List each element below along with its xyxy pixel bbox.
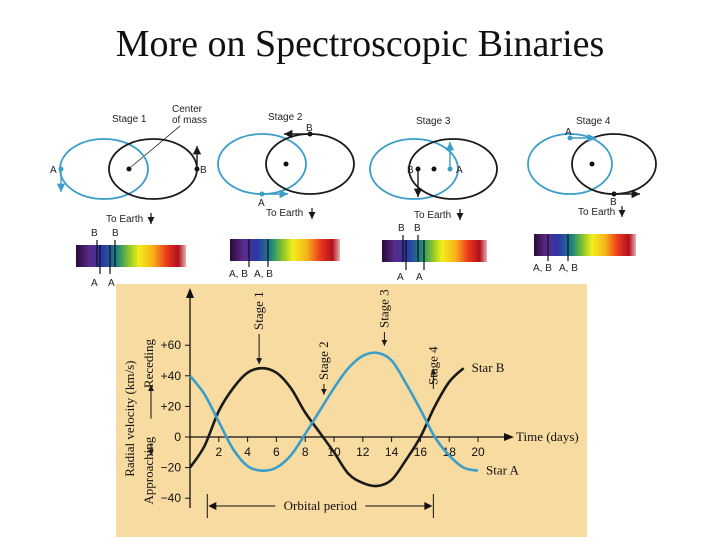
center-of-mass-dot-2 bbox=[283, 161, 289, 167]
spectrum-bottom-label-4a: A, B bbox=[533, 263, 552, 274]
center-of-mass-pointer bbox=[130, 125, 181, 168]
stage-1-panel: Stage 1 Center of mass A B To Earth B B … bbox=[50, 104, 207, 289]
stage-annotation-3: Stage 3 bbox=[376, 289, 391, 328]
star-a-label-1: A bbox=[50, 165, 57, 176]
x-tick-label: 6 bbox=[273, 445, 280, 459]
x-tick-label: 18 bbox=[443, 445, 457, 459]
center-of-mass-dot-1 bbox=[126, 166, 132, 172]
star-b-label: Star B bbox=[472, 360, 505, 375]
spectrum-bottom-label-1a: A bbox=[91, 278, 98, 289]
spectrum-2 bbox=[230, 239, 340, 261]
x-tick-label: 20 bbox=[471, 445, 485, 459]
center-of-mass-dot-4 bbox=[589, 161, 595, 167]
star-a-label-3: A bbox=[456, 165, 463, 176]
star-b-label-4: B bbox=[610, 197, 617, 208]
stage-annotation-2: Stage 2 bbox=[316, 341, 331, 380]
stage-1-label: Stage 1 bbox=[112, 114, 147, 125]
star-a-label-4: A bbox=[565, 127, 572, 138]
spectrum-bottom-label-3a: A bbox=[397, 272, 404, 283]
spectrum-top-label-3a: B bbox=[398, 223, 405, 234]
center-of-mass-dot-3 bbox=[431, 166, 437, 172]
y-tick-label: +60 bbox=[161, 338, 182, 352]
star-a-curve bbox=[188, 351, 479, 473]
spectrum-bottom-label-4b: A, B bbox=[559, 263, 578, 274]
orbital-period-label: Orbital period bbox=[284, 498, 358, 513]
y-axis-approaching-label: Approaching bbox=[141, 436, 156, 504]
y-tick-label: +20 bbox=[161, 399, 182, 413]
stage-4-label: Stage 4 bbox=[576, 116, 611, 127]
x-tick-label: 2 bbox=[215, 445, 222, 459]
star-b-orbit-1 bbox=[108, 138, 198, 200]
star-b-orbit-3 bbox=[408, 138, 498, 200]
spectrum-top-label-1b: B bbox=[112, 228, 119, 239]
to-earth-label-2: To Earth bbox=[266, 208, 303, 219]
star-b-orbit-2 bbox=[265, 133, 355, 195]
spectrum-bottom-label-1b: A bbox=[108, 278, 115, 289]
spectrum-bottom-label-2a: A, B bbox=[229, 269, 248, 280]
stage-4-panel: Stage 4 A B To Earth A, B A, B bbox=[527, 116, 657, 274]
y-tick-label: +40 bbox=[161, 369, 182, 383]
star-a-orbit-4 bbox=[527, 133, 613, 195]
to-earth-label-1: To Earth bbox=[106, 214, 143, 225]
spectrum-top-label-3b: B bbox=[414, 223, 421, 234]
star-a-orbit-1 bbox=[59, 138, 149, 200]
spectrum-1 bbox=[76, 245, 186, 267]
x-tick-label: 16 bbox=[414, 445, 428, 459]
x-axis-arrowhead bbox=[504, 433, 514, 441]
center-of-mass-label: Center of mass bbox=[172, 104, 207, 126]
y-axis-label: Radial velocity (km/s) bbox=[122, 361, 137, 477]
star-a-label-2: A bbox=[258, 198, 265, 209]
star-a-orbit-2 bbox=[217, 133, 307, 195]
x-tick-label: 12 bbox=[356, 445, 370, 459]
x-tick-label: 14 bbox=[385, 445, 399, 459]
stage-3-panel: Stage 3 A B To Earth B B A A bbox=[369, 116, 498, 283]
star-b-label-2: B bbox=[306, 123, 313, 134]
center-of-mass-line-1: Center bbox=[172, 104, 203, 115]
spectrum-4 bbox=[534, 234, 636, 256]
stage-3-label: Stage 3 bbox=[416, 116, 451, 127]
spectrum-top-label-1a: B bbox=[91, 228, 98, 239]
y-axis-arrowhead bbox=[186, 288, 194, 298]
x-tick-label: 4 bbox=[244, 445, 251, 459]
spectrum-3 bbox=[382, 240, 487, 262]
stage-2-panel: Stage 2 B A To Earth A, B A, B bbox=[217, 112, 355, 280]
star-a-orbit-3 bbox=[369, 138, 459, 200]
period-arrowhead-right bbox=[424, 502, 433, 510]
to-earth-label-3: To Earth bbox=[414, 210, 451, 221]
star-b-label-1: B bbox=[200, 165, 207, 176]
chart-background bbox=[116, 284, 587, 537]
star-b-curve bbox=[188, 366, 465, 488]
star-b-orbit-4 bbox=[571, 133, 657, 195]
period-arrowhead-left bbox=[208, 502, 217, 510]
stage-annotation-4: Stage 4 bbox=[425, 346, 440, 385]
star-a-label: Star A bbox=[486, 463, 519, 478]
slide-title: More on Spectroscopic Binaries bbox=[115, 23, 605, 65]
y-axis-receding-label: Receding bbox=[141, 339, 156, 389]
stage-2-label: Stage 2 bbox=[268, 112, 303, 123]
x-tick-label: 8 bbox=[302, 445, 309, 459]
y-tick-label: −20 bbox=[161, 461, 182, 475]
spectrum-bottom-label-2b: A, B bbox=[254, 269, 273, 280]
star-b-label-3: B bbox=[407, 165, 414, 176]
x-axis-label: Time (days) bbox=[516, 429, 579, 444]
y-tick-label: 0 bbox=[174, 430, 181, 444]
to-earth-label-4: To Earth bbox=[578, 207, 615, 218]
spectrum-bottom-label-3b: A bbox=[416, 272, 423, 283]
stage-annotation-1: Stage 1 bbox=[251, 291, 266, 330]
y-tick-label: −40 bbox=[161, 491, 182, 505]
center-of-mass-line-2: of mass bbox=[172, 115, 207, 126]
